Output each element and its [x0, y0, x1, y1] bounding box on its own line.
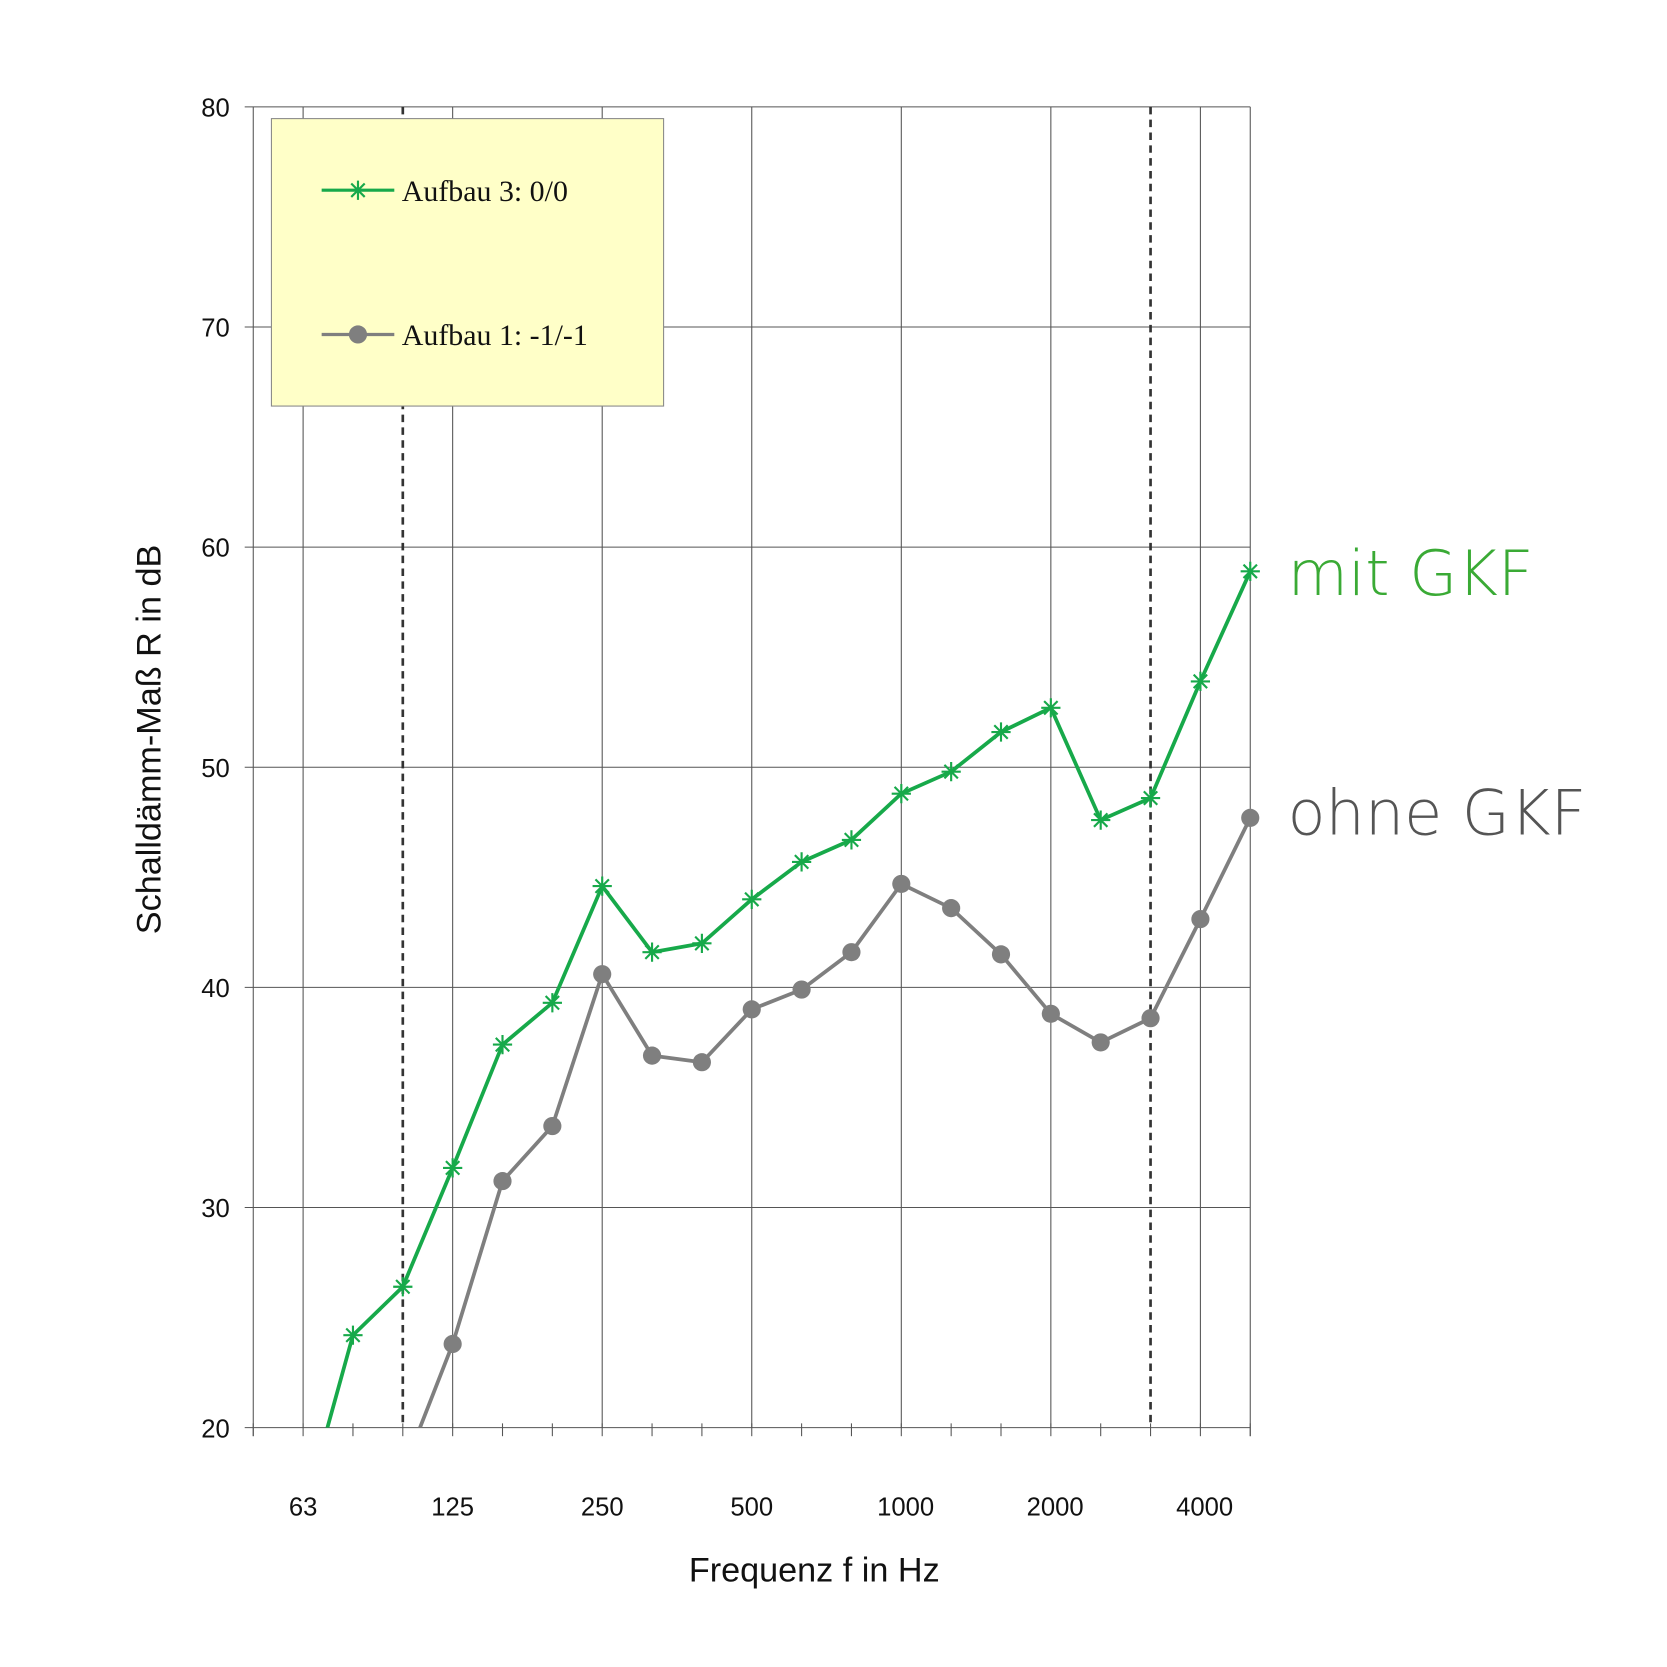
data-point: [1041, 698, 1061, 718]
data-point: [1190, 671, 1211, 692]
data-point: [443, 1158, 463, 1178]
x-tick-label: 63: [289, 1493, 318, 1521]
data-point: [1091, 1033, 1110, 1052]
data-point: [792, 980, 811, 999]
annotation-ohne-gkf: ohne GKF: [1288, 777, 1587, 850]
data-point: [1091, 810, 1111, 830]
series-layer: [325, 570, 1251, 1428]
x-tick-label: 125: [431, 1493, 474, 1521]
legend-entry-aufbau-3: [321, 180, 395, 200]
x-tick-label: 250: [581, 1493, 624, 1521]
legend: Aufbau 3: 0/0 Aufbau 1: -1/-1: [270, 118, 665, 407]
data-point: [1140, 788, 1161, 808]
y-axis-label: Schalldämm-Maß R in dB: [130, 545, 168, 934]
y-tick-label: 50: [201, 755, 230, 783]
data-point: [443, 1334, 462, 1354]
data-point: [841, 830, 862, 850]
y-tick-label: 40: [201, 975, 230, 1003]
y-tick-label: 80: [201, 94, 230, 122]
data-point: [991, 722, 1011, 742]
legend-asterisk-marker-icon: [348, 180, 368, 200]
data-point: [742, 889, 762, 909]
x-tick-label: 1000: [877, 1493, 934, 1521]
data-point: [1141, 1009, 1160, 1028]
x-tick-label: 500: [730, 1493, 773, 1521]
y-tick-label: 60: [201, 535, 230, 563]
data-point: [642, 942, 662, 962]
data-point: [892, 874, 911, 893]
x-tick-label: 4000: [1176, 1493, 1233, 1521]
data-point: [592, 876, 612, 896]
data-point: [991, 945, 1011, 964]
data-point: [692, 1053, 711, 1072]
data-point: [593, 965, 612, 984]
data-point: [1041, 1004, 1060, 1023]
data-point: [493, 1172, 512, 1191]
legend-box: [270, 118, 665, 407]
data-point: [343, 1325, 363, 1345]
tick-labels: 20 30 40 50 60 70 80 63 125 250 500 1000 2000 4000: [201, 94, 1233, 1521]
data-point: [842, 943, 861, 962]
data-point: [692, 933, 712, 953]
legend-circle-marker-icon: [348, 325, 368, 344]
data-point: [1191, 910, 1210, 929]
data-point: [393, 1277, 413, 1297]
x-tick-label: 2000: [1027, 1493, 1084, 1521]
annotation-mit-gkf: mit GKF: [1288, 537, 1534, 610]
data-point: [1240, 561, 1260, 581]
data-point: [791, 852, 812, 872]
data-point: [891, 784, 911, 804]
y-tick-label: 20: [201, 1415, 230, 1443]
x-axis-label: Frequenz f in Hz: [689, 1552, 940, 1590]
series-line-aufbau-3: [325, 570, 1251, 1428]
data-point: [542, 993, 562, 1013]
data-point: [742, 1000, 761, 1019]
legend-label-aufbau-1: Aufbau 1: -1/-1: [402, 319, 588, 352]
data-point: [1241, 808, 1260, 827]
legend-label-aufbau-3: Aufbau 3: 0/0: [402, 175, 568, 208]
legend-entry-aufbau-1: [321, 325, 395, 344]
y-tick-label: 30: [201, 1195, 230, 1223]
data-point: [492, 1034, 513, 1055]
markers-layer: [343, 561, 1260, 1354]
data-point: [941, 762, 961, 782]
data-point: [942, 899, 961, 918]
data-point: [543, 1116, 562, 1136]
series-line-aufbau-1: [417, 817, 1251, 1428]
y-tick-label: 70: [201, 315, 230, 343]
data-point: [642, 1046, 662, 1065]
